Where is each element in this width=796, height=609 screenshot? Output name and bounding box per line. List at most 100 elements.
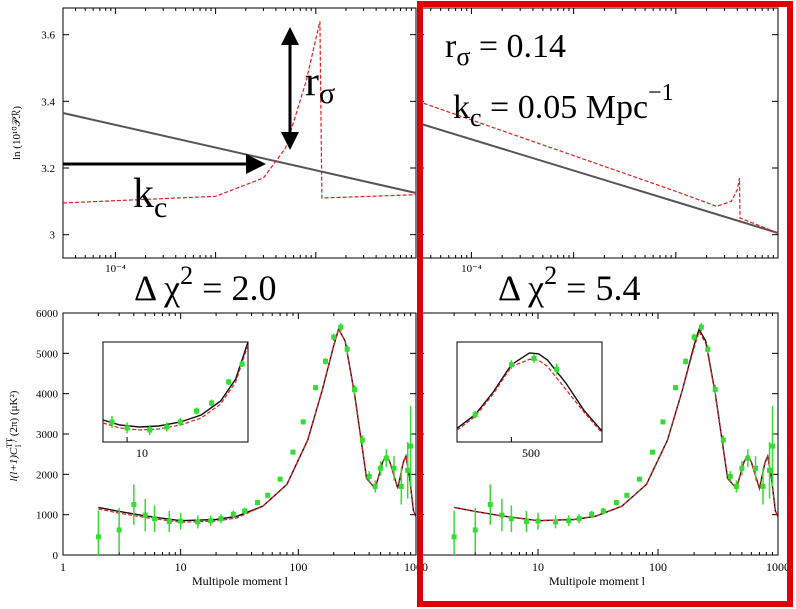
data-point [359,437,365,443]
r-sigma-label: rσ [305,59,335,110]
x-tick-label: 100 [289,560,307,574]
inset-data-point [531,355,537,361]
data-point [589,511,595,517]
data-point [733,483,739,489]
data-point [760,483,766,489]
y-tick-label: 5000 [36,348,59,360]
data-point [152,516,158,522]
data-point [650,449,656,455]
inset-data-point [147,427,153,433]
data-point [391,465,397,471]
inset-model-line [456,352,603,432]
data-point [712,387,718,393]
x-tick-label: 1000 [766,560,790,574]
bottom-right-xlabel: Multipole moment l [549,574,646,588]
data-point [523,519,529,525]
inset-data-point [209,400,215,406]
y-tick-label: 3.6 [41,30,55,42]
data-point [553,519,559,525]
data-point [408,443,414,449]
top-left-ticks: 3 3.2 3.4 3.6 10⁻⁴ [41,8,417,275]
inset-data-point [554,366,560,372]
inset-data-point [194,408,200,414]
data-point [230,511,236,517]
x-tick-label: 10⁻⁴ [461,263,482,275]
bottom-left-xlabel: Multipole moment l [192,574,289,588]
inset-data-point [472,412,478,418]
data-point [378,465,384,471]
data-point [313,385,319,391]
delta-chi-left-bg [130,264,345,310]
data-point [405,467,411,473]
data-point [767,467,773,473]
data-point [673,385,679,391]
y-tick-label: 3000 [36,429,59,441]
model-line [417,122,779,234]
data-point [472,527,478,533]
data-point [613,500,619,506]
data-point [208,518,214,524]
data-point [265,492,271,498]
x-tick-label: 10 [175,560,187,574]
data-point [95,534,101,540]
data-point [720,437,726,443]
inset-data-point [164,424,170,430]
params-r-sigma: rσ = 0.14 [445,28,566,71]
data-point [451,534,457,540]
data-point [698,324,704,330]
bottom-ylabel: l(l+1)CTTl / (2π) (μK²) [5,390,23,481]
y-tick-label: 3.4 [41,96,55,108]
bottom-left-ticks: 0 1000 2000 3000 4000 5000 6000 1 10 100 1000 [36,308,428,574]
data-point [178,518,184,524]
data-point [338,324,344,330]
data-point [398,483,404,489]
data-point [683,358,689,364]
y-tick-label: 6000 [36,308,59,320]
data-point [691,334,697,340]
data-point [300,419,306,425]
data-point [366,473,372,479]
data-point [660,419,666,425]
delta-chi-right: Δ χ2 = 5.4 [498,261,640,308]
bottom-right-series [451,323,779,555]
y-tick-label: 4000 [36,389,59,401]
inset-left-series [102,341,249,442]
y-tick-label: 1000 [36,510,59,522]
x-tick-label: 1 [60,560,66,574]
inset-data-point [239,361,245,367]
inset-left-tick-label: 10 [136,446,148,460]
data-point [372,483,378,489]
y-tick-label: 3 [50,230,56,242]
data-point [277,476,283,482]
data-point [322,358,328,364]
y-tick-label: 0 [53,550,59,562]
inset-data-point [109,419,115,425]
data-point [131,502,137,508]
data-point [727,473,733,479]
delta-chi-left: Δ χ2 = 2.0 [134,261,276,308]
data-point [195,519,201,525]
data-point [739,465,745,471]
data-point [383,455,389,461]
top-right-ticks: 10⁻⁴ [417,8,779,275]
top-right-series [417,100,779,234]
data-point [116,527,122,533]
data-point [255,500,261,506]
data-point [636,476,642,482]
data-point [624,492,630,498]
params-k-c: kc = 0.05 Mpc−1 [453,80,674,132]
x-tick-label: 100 [649,560,667,574]
inset-data-point [508,362,514,368]
r-sigma-arrow [281,27,299,150]
data-point [290,449,296,455]
data-point [499,512,505,518]
top-left-series [62,21,417,204]
x-tick-label: 10 [532,560,544,574]
inset-data-point [177,419,183,425]
data-point [487,502,493,508]
data-point [535,518,541,524]
x-tick-label: 1000 [404,560,428,574]
data-point [770,443,776,449]
data-point [344,346,350,352]
